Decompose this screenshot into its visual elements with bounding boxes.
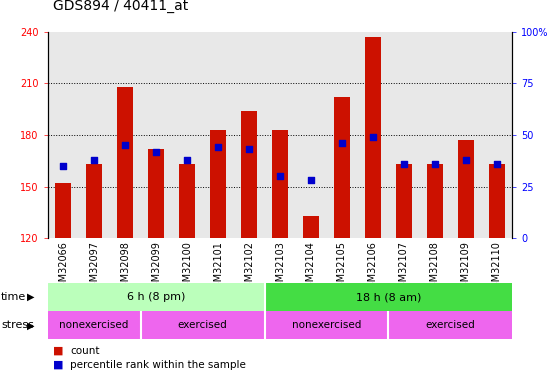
Text: 18 h (8 am): 18 h (8 am) — [356, 292, 421, 302]
Bar — [396, 164, 412, 238]
Bar — [241, 111, 256, 238]
Text: exercised: exercised — [178, 320, 227, 330]
Point — [213, 144, 222, 150]
Bar — [365, 37, 381, 238]
Bar — [141, 311, 264, 339]
Text: ■: ■ — [53, 360, 64, 370]
Text: percentile rank within the sample: percentile rank within the sample — [70, 360, 246, 370]
Bar — [264, 283, 512, 311]
Bar — [303, 216, 319, 238]
Text: stress: stress — [1, 320, 34, 330]
Text: ■: ■ — [53, 345, 64, 355]
Text: exercised: exercised — [426, 320, 475, 330]
Point — [152, 148, 161, 154]
Bar — [489, 164, 505, 238]
Point — [276, 173, 284, 179]
Text: 6 h (8 pm): 6 h (8 pm) — [127, 292, 185, 302]
Bar — [48, 311, 141, 339]
Text: nonexercised: nonexercised — [292, 320, 361, 330]
Point — [120, 142, 129, 148]
Bar — [117, 87, 133, 238]
Bar — [179, 164, 195, 238]
Bar — [86, 164, 102, 238]
Point — [338, 140, 347, 146]
Bar — [210, 130, 226, 238]
Text: time: time — [1, 292, 26, 302]
Text: ▶: ▶ — [27, 320, 34, 330]
Point — [306, 177, 315, 183]
Bar — [458, 140, 474, 238]
Point — [59, 163, 68, 169]
Point — [245, 146, 254, 152]
Point — [90, 157, 99, 163]
Point — [431, 161, 440, 167]
Bar — [148, 149, 164, 238]
Bar — [389, 311, 512, 339]
Point — [492, 161, 501, 167]
Bar — [264, 311, 389, 339]
Text: count: count — [70, 345, 100, 355]
Point — [461, 157, 470, 163]
Point — [399, 161, 408, 167]
Text: GDS894 / 40411_at: GDS894 / 40411_at — [53, 0, 189, 13]
Point — [183, 157, 192, 163]
Bar — [427, 164, 442, 238]
Text: ▶: ▶ — [27, 292, 34, 302]
Bar — [272, 130, 288, 238]
Point — [368, 134, 377, 140]
Bar — [334, 97, 349, 238]
Bar — [55, 183, 71, 238]
Bar — [48, 283, 264, 311]
Text: nonexercised: nonexercised — [59, 320, 129, 330]
